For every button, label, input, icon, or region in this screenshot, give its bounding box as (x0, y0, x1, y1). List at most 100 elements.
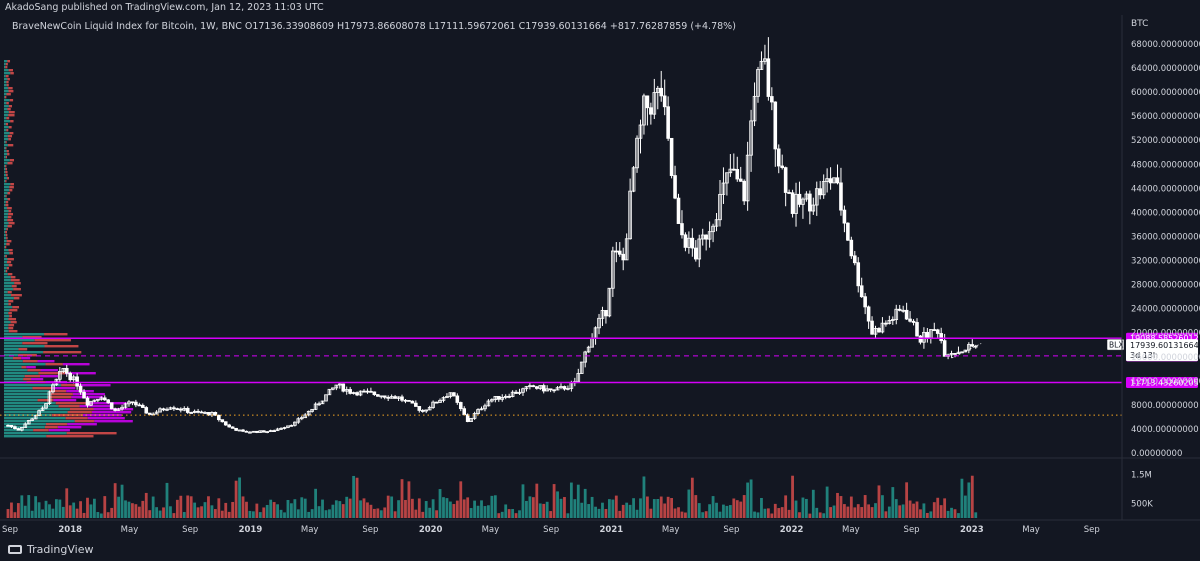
candle-body (476, 409, 480, 414)
volume-bar (79, 501, 82, 518)
volume-profile-bar-up (4, 165, 6, 168)
volume-bar (690, 477, 694, 518)
candle-body (697, 238, 702, 260)
volume-profile-bar-down (13, 288, 21, 291)
volume-bar (518, 510, 521, 518)
candle-body (897, 308, 902, 311)
volume-profile-bar-down (5, 66, 8, 69)
volume-bar (251, 511, 255, 518)
volume-bar (366, 502, 369, 518)
candle-body (776, 148, 781, 167)
candle-body (396, 396, 401, 399)
volume-bar (37, 502, 41, 518)
volume-bar (829, 507, 832, 518)
candle-body (71, 376, 76, 381)
candle-body (376, 394, 380, 397)
volume-profile-bar-up (4, 270, 6, 273)
tradingview-logo-icon (8, 545, 22, 554)
candle-body (949, 353, 954, 356)
volume-profile-bar-up (4, 402, 56, 405)
candle-body (192, 410, 197, 414)
candle-body (434, 401, 439, 404)
volume-bar (566, 513, 570, 518)
volume-profile-bar-up (4, 156, 6, 159)
volume-profile-bar-down (7, 192, 11, 195)
candle-body (562, 386, 567, 390)
candle-body (234, 427, 238, 431)
candle-body (16, 428, 21, 431)
volume-profile-bar-up (4, 117, 7, 120)
volume-profile-bar-up (4, 408, 70, 411)
candle-body (555, 387, 560, 391)
volume-profile-bar-down (67, 411, 92, 414)
candle-body (870, 320, 874, 335)
volume-profile-bar-down (45, 423, 68, 426)
volume-bar (331, 504, 335, 518)
volume-bar (791, 475, 794, 518)
volume-bar (514, 513, 518, 518)
candle-body (680, 223, 684, 236)
candle-body (113, 408, 117, 411)
volume-bar (193, 502, 197, 518)
volume-profile-bar-value-area (72, 393, 105, 396)
volume-profile-bar-down (74, 420, 95, 423)
candle-body (891, 319, 895, 321)
volume-bar (286, 499, 290, 518)
volume-profile-bar-up (4, 216, 8, 219)
volume-profile-bar-up (4, 327, 9, 330)
candle-body (604, 310, 608, 317)
candle-body (621, 253, 626, 261)
volume-profile-bar-value-area (57, 426, 82, 429)
volume-profile-bar-down (5, 180, 7, 183)
volume-profile-bar-up (4, 339, 35, 342)
candle-body (735, 169, 740, 180)
candle-body (227, 424, 232, 428)
candle-body (137, 404, 142, 407)
candle-body (808, 193, 812, 212)
volume-profile-bar-up (4, 171, 6, 174)
volume-profile-bar-up (4, 279, 11, 282)
candle-body (510, 391, 515, 398)
volume-profile-bar-down (5, 123, 8, 126)
candle-body (348, 389, 352, 394)
volume-profile-bar-down (7, 153, 10, 156)
candle-body (220, 419, 225, 423)
candle-body (51, 384, 55, 393)
volume-profile-bar-down (4, 246, 7, 249)
candle-body (915, 322, 919, 337)
volume-profile-bar-up (4, 102, 7, 105)
candle-body (866, 306, 871, 322)
volume-bar (44, 500, 48, 518)
volume-bar (310, 509, 314, 518)
volume-bar (504, 504, 508, 518)
candle-body (787, 192, 791, 194)
volume-bar (172, 513, 176, 518)
candle-body (842, 209, 847, 224)
volume-bar (525, 500, 528, 518)
volume-profile-bar-up (4, 234, 6, 237)
volume-bar (476, 505, 480, 518)
volume-profile-bar-up (4, 387, 33, 390)
candle-body (455, 395, 460, 403)
volume-bar (846, 506, 850, 518)
volume-profile-bar-down (8, 264, 13, 267)
candle-body (638, 124, 643, 139)
volume-profile-bar-down (8, 111, 15, 114)
candle-body (832, 177, 836, 184)
tradingview-brand[interactable]: TradingView (8, 543, 93, 556)
candle-body (967, 344, 971, 351)
candle-body (386, 396, 390, 399)
volume-bar (269, 499, 273, 518)
volume-profile-bar-up (4, 111, 9, 114)
volume-profile-bar-down (5, 255, 7, 258)
volume-profile-bar-down (58, 405, 80, 408)
volume-bar (919, 509, 922, 518)
volume-profile-bar-down (18, 354, 37, 357)
volume-bar (124, 500, 127, 518)
volume-bar (483, 506, 487, 518)
candle-body (814, 188, 819, 206)
candle-body (839, 182, 843, 211)
candle-body (313, 403, 318, 410)
volume-bar (746, 482, 750, 518)
